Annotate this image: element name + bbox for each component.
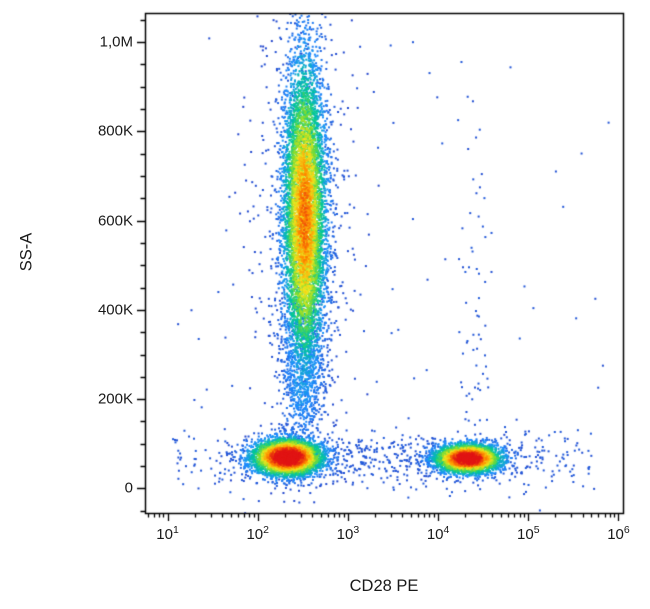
x-tick-label: 106: [607, 524, 630, 543]
x-axis-title: CD28 PE: [349, 577, 419, 595]
x-tick-label: 102: [246, 524, 269, 543]
x-tick-label: 101: [156, 524, 179, 543]
x-tick-label: 103: [336, 524, 360, 543]
y-tick-label: 600K: [97, 212, 133, 230]
x-tick-label: 105: [517, 524, 540, 543]
y-tick-label: 400K: [97, 301, 133, 319]
y-tick-label: 800K: [97, 122, 133, 140]
y-tick-label: 0: [124, 479, 133, 497]
y-tick-label: 200K: [97, 390, 133, 408]
y-tick-label: 1,0M: [99, 33, 133, 51]
y-axis-title: SS-A: [17, 232, 36, 272]
x-tick-label: 104: [426, 524, 450, 543]
